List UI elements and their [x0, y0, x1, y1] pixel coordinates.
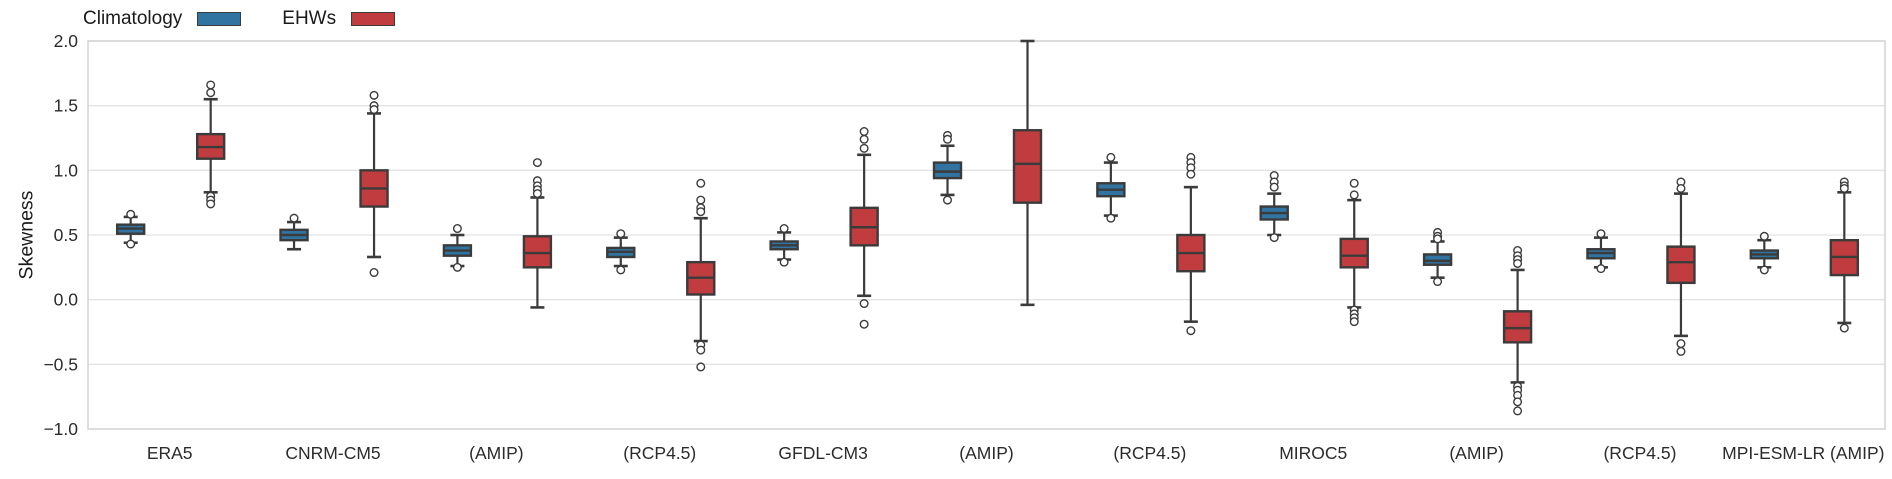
legend-label-climatology: Climatology — [83, 8, 183, 29]
outlier-point — [1186, 326, 1196, 336]
outlier-point — [943, 134, 953, 144]
outlier-point — [616, 265, 626, 275]
x-category-labels: ERA5 CNRM-CM5 (AMIP) (RCP4.5) GFDL-CM3 (AMIP)… — [147, 443, 1885, 463]
outlier-point — [532, 158, 542, 168]
outlier-point — [1186, 169, 1196, 179]
iqr-box — [1339, 237, 1369, 269]
outlier-point — [696, 195, 706, 205]
outlier-point — [1513, 397, 1523, 407]
outlier-point — [859, 299, 869, 309]
outlier-point — [1759, 265, 1769, 275]
outlier-point — [532, 189, 542, 199]
x-category-label: MIROC5 — [1279, 443, 1347, 463]
outlier-point — [779, 257, 789, 267]
iqr-box — [1422, 253, 1453, 266]
y-axis-label: Skewness — [15, 190, 38, 280]
x-category-label: MPI-ESM-LR (AMIP) — [1722, 443, 1884, 463]
x-category-label: GFDL-CM3 — [778, 443, 867, 463]
gridlines — [88, 40, 1885, 430]
iqr-box — [522, 235, 553, 269]
outlier-point — [1513, 258, 1523, 268]
outlier-point — [1839, 183, 1849, 193]
outlier-point — [859, 143, 869, 153]
outlier-point — [452, 262, 462, 272]
outlier-point — [206, 199, 216, 209]
outlier-point — [696, 207, 706, 217]
outlier-point — [369, 105, 379, 115]
y-tick-label: 0.5 — [54, 225, 78, 245]
outlier-point — [369, 90, 379, 100]
legend: Climatology EHWs — [83, 8, 396, 29]
y-tick-label: 0.0 — [54, 290, 79, 310]
outlier-point — [943, 195, 953, 205]
y-tick-label: −1.0 — [43, 419, 78, 439]
outlier-point — [1269, 233, 1279, 243]
outlier-point — [452, 224, 462, 234]
plot-border — [87, 40, 1886, 430]
y-tick-label: 2.0 — [54, 31, 79, 51]
x-category-label: ERA5 — [147, 443, 193, 463]
y-tick-label: 1.0 — [54, 160, 79, 180]
outlier-point — [1106, 152, 1116, 162]
outlier-point — [1349, 190, 1359, 200]
x-category-label: CNRM-CM5 — [285, 443, 380, 463]
outlier-point — [369, 268, 379, 278]
outlier-point — [289, 213, 299, 223]
outlier-point — [1596, 264, 1606, 274]
outlier-point — [779, 224, 789, 234]
outlier-point — [1349, 317, 1359, 327]
x-category-label: (RCP4.5) — [1603, 443, 1676, 463]
iqr-box — [1502, 310, 1533, 344]
outlier-point — [1676, 339, 1686, 349]
outlier-point — [1676, 346, 1686, 356]
x-category-label: (RCP4.5) — [1113, 443, 1186, 463]
boxes-ehws — [195, 39, 1860, 416]
outlier-point — [1759, 231, 1769, 241]
legend-swatch-ehws-icon — [351, 11, 396, 26]
iqr-box — [932, 161, 963, 180]
outlier-point — [126, 209, 136, 219]
outlier-point — [859, 134, 869, 144]
y-tick-labels: 2.0 1.5 1.0 0.5 0.0 −0.5 −1.0 — [43, 31, 78, 439]
y-tick-label: −0.5 — [43, 354, 78, 374]
outlier-point — [696, 345, 706, 355]
iqr-box — [1012, 129, 1043, 204]
outlier-point — [1433, 277, 1443, 287]
outlier-point — [696, 178, 706, 188]
legend-swatch-climatology-icon — [197, 11, 242, 26]
y-tick-label: 1.5 — [54, 96, 78, 116]
x-category-label: (AMIP) — [959, 443, 1013, 463]
outlier-point — [206, 80, 216, 90]
outlier-point — [1349, 178, 1359, 188]
outlier-point — [859, 127, 869, 137]
outlier-point — [696, 362, 706, 372]
boxes-climatology — [115, 130, 1780, 287]
outlier-point — [859, 319, 869, 329]
outlier-point — [206, 88, 216, 98]
outlier-point — [1676, 183, 1686, 193]
outlier-point — [1513, 406, 1523, 416]
outlier-point — [126, 239, 136, 249]
outlier-point — [616, 229, 626, 239]
x-category-label: (RCP4.5) — [623, 443, 696, 463]
outlier-point — [1433, 234, 1443, 244]
outlier-point — [1596, 229, 1606, 239]
iqr-box — [1666, 245, 1696, 285]
x-category-label: (AMIP) — [469, 443, 523, 463]
legend-label-ehws: EHWs — [282, 8, 337, 29]
x-category-label: (AMIP) — [1449, 443, 1503, 463]
outlier-point — [1106, 213, 1116, 223]
outlier-point — [1839, 323, 1849, 333]
outlier-point — [1269, 182, 1279, 192]
